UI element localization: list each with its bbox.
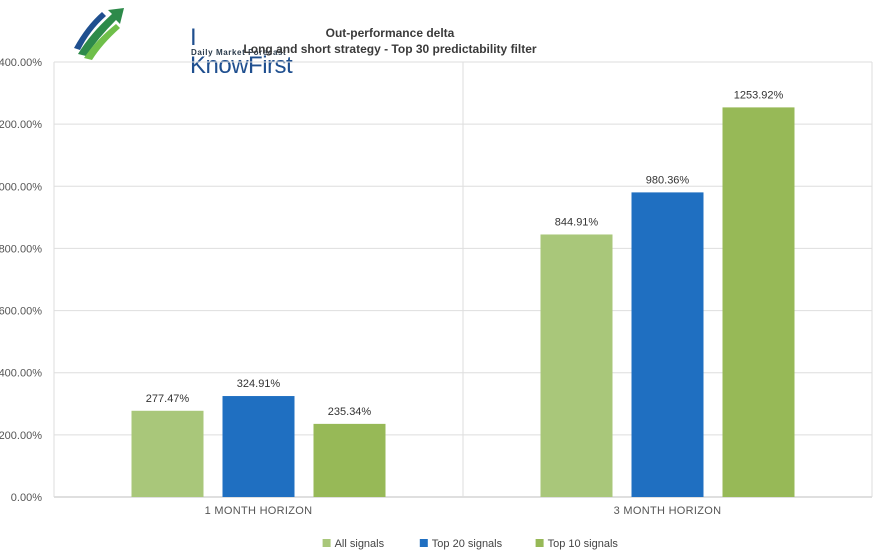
y-tick-label: 1200.00% [0,119,42,131]
data-label: 980.36% [646,174,690,186]
logo-tagline: Daily Market Forecast [191,48,287,57]
bar [631,192,704,498]
bar [540,234,613,497]
category-label: 3 MONTH HORIZON [614,505,722,517]
y-tick-label: 200.00% [0,430,42,442]
data-label: 277.47% [146,393,190,405]
bar [222,396,295,497]
logo: I KnowFirst Daily Market Forecast [72,4,293,79]
category-label: 1 MONTH HORIZON [205,505,313,517]
data-label: 844.91% [555,216,599,228]
y-tick-label: 1000.00% [0,181,42,193]
data-label: 235.34% [328,406,372,418]
bar [313,423,386,497]
chart-title: Out-performance delta [325,26,455,40]
bar [131,410,204,497]
y-tick-label: 400.00% [0,368,42,380]
y-tick-label: 600.00% [0,306,42,318]
rising-arrow-logo-icon [74,8,124,60]
chart-subtitle: Long and short strategy - Top 30 predict… [243,42,537,56]
legend-label: Top 20 signals [432,538,503,550]
legend-label: Top 10 signals [548,538,619,550]
legend-swatch [322,539,331,547]
y-tick-label: 0.00% [11,492,42,504]
y-tick-label: 800.00% [0,243,42,255]
logo-wordmark: I KnowFirst [190,24,293,79]
legend-label: All signals [335,538,385,550]
bar [722,107,795,497]
legend-swatch [535,539,544,547]
data-label: 324.91% [237,378,281,390]
y-tick-label: 1400.00% [0,57,42,69]
legend-swatch [419,539,428,547]
data-label: 1253.92% [734,89,784,101]
